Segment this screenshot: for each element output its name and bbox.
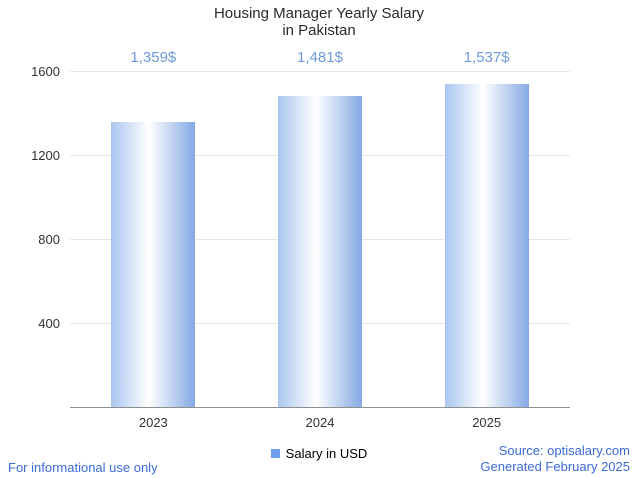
bar-2024 (278, 96, 362, 407)
legend-label: Salary in USD (285, 446, 368, 461)
y-axis-tick-label: 800 (38, 232, 60, 247)
disclaimer-text: For informational use only (8, 460, 158, 475)
plot-area: 400 800 1200 1600 1,359$ 2023 1,481$ 2024 1,537$… (31, 49, 570, 430)
chart-title: Housing Manager Yearly Salary in Pakista… (0, 5, 638, 39)
legend: Salary in USD (0, 446, 638, 461)
y-axis-tick-label: 400 (38, 316, 60, 331)
y-axis-tick-label: 1200 (31, 148, 60, 163)
source-block: Source: optisalary.com Generated Februar… (480, 443, 630, 475)
chart-title-line2: in Pakistan (282, 22, 356, 39)
generated-line: Generated February 2025 (480, 459, 630, 474)
x-axis-tick-label: 2023 (138, 415, 168, 430)
x-axis-tick-label: 2025 (472, 415, 502, 430)
bar-value-label: 1,359$ (130, 49, 177, 66)
bar-value-label: 1,481$ (297, 49, 343, 66)
x-axis-tick-label: 2024 (305, 415, 335, 430)
bar-2025 (444, 84, 529, 407)
source-line: Source: optisalary.com (498, 443, 630, 458)
legend-swatch-icon (270, 449, 280, 459)
bar-value-label: 1,537$ (463, 49, 510, 66)
chart-title-line1: Housing Manager Yearly Salary (213, 5, 425, 22)
gridline (70, 71, 570, 72)
y-axis-tick-label: 1600 (31, 64, 60, 79)
bar-2023 (111, 121, 196, 407)
